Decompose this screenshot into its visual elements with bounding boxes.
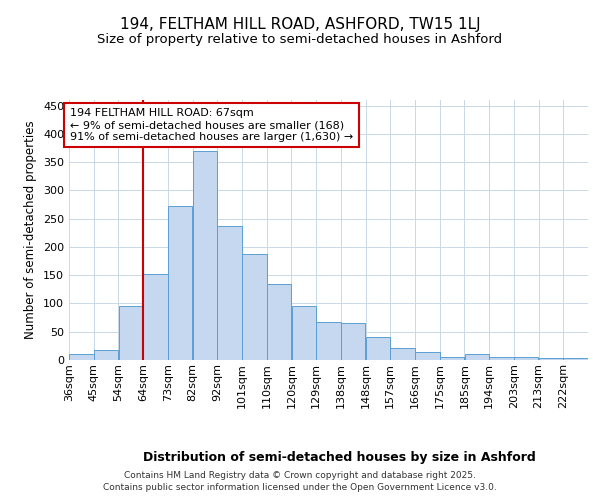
Bar: [242, 254, 266, 360]
Y-axis label: Number of semi-detached properties: Number of semi-detached properties: [25, 120, 37, 340]
Bar: [217, 226, 242, 360]
Bar: [193, 151, 217, 360]
Bar: [267, 284, 292, 360]
Bar: [489, 357, 514, 360]
Bar: [514, 357, 538, 360]
Bar: [440, 357, 464, 360]
Bar: [563, 358, 588, 360]
Bar: [119, 306, 143, 360]
Bar: [464, 354, 489, 360]
Text: 194, FELTHAM HILL ROAD, ASHFORD, TW15 1LJ: 194, FELTHAM HILL ROAD, ASHFORD, TW15 1L…: [119, 18, 481, 32]
Text: Size of property relative to semi-detached houses in Ashford: Size of property relative to semi-detach…: [97, 32, 503, 46]
Bar: [365, 338, 390, 360]
Bar: [316, 322, 341, 360]
Bar: [341, 324, 365, 360]
Bar: [415, 352, 440, 360]
Bar: [143, 274, 168, 360]
Text: Contains HM Land Registry data © Crown copyright and database right 2025.
Contai: Contains HM Land Registry data © Crown c…: [103, 471, 497, 492]
Bar: [168, 206, 193, 360]
Bar: [391, 348, 415, 360]
Text: Distribution of semi-detached houses by size in Ashford: Distribution of semi-detached houses by …: [143, 451, 535, 464]
Bar: [292, 306, 316, 360]
Bar: [94, 350, 118, 360]
Text: 194 FELTHAM HILL ROAD: 67sqm
← 9% of semi-detached houses are smaller (168)
91% : 194 FELTHAM HILL ROAD: 67sqm ← 9% of sem…: [70, 108, 353, 142]
Bar: [69, 354, 94, 360]
Bar: [539, 358, 563, 360]
